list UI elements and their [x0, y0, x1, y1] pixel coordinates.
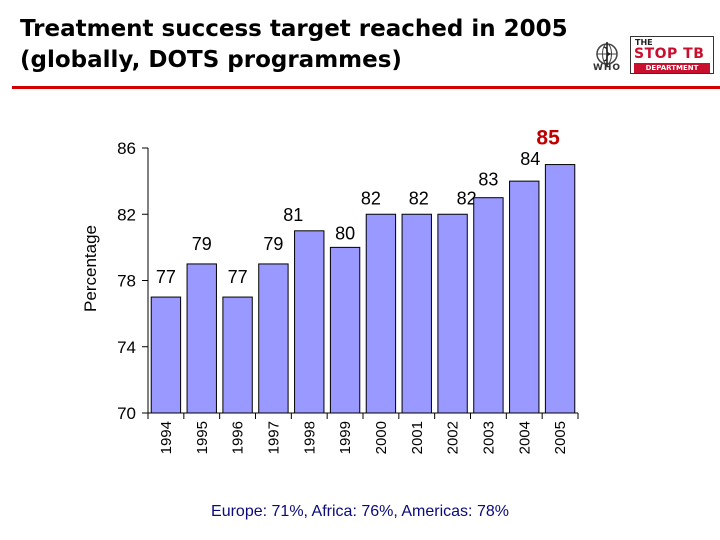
bar-2003 [473, 197, 504, 414]
slide-title: Treatment success target reached in 2005… [20, 14, 580, 76]
data-label-1994: 77 [156, 267, 176, 287]
data-label-2002: 82 [457, 188, 477, 208]
bar-1996 [222, 296, 253, 414]
data-label-2000: 82 [361, 188, 381, 208]
x-tick-label-2005: 2005 [552, 421, 569, 454]
bar-2005 [544, 164, 576, 414]
bar-2000 [365, 213, 397, 414]
bar-1997 [258, 263, 289, 414]
x-tick-label-1996: 1996 [230, 421, 247, 454]
x-tick-label-2001: 2001 [409, 421, 426, 454]
y-axis-title: Percentage [81, 225, 100, 312]
regional-footnote: Europe: 71%, Africa: 76%, Americas: 78% [211, 503, 509, 520]
title-line-1: Treatment success target reached in 2005 [20, 16, 568, 42]
data-label-1999: 80 [335, 223, 355, 243]
bar-1994 [150, 296, 182, 414]
bar-2001 [401, 213, 432, 414]
bar-1995 [186, 263, 217, 414]
x-tick-label-2000: 2000 [373, 421, 390, 454]
who-emblem-icon [596, 42, 618, 67]
logo-block: WHO THE STOP TB DEPARTMENT [590, 34, 715, 76]
y-tick-label: 82 [117, 205, 136, 224]
stoptb-logo-the: THE [635, 38, 653, 47]
data-label-2003: 83 [478, 170, 498, 190]
y-tick-label: 86 [117, 139, 136, 158]
x-tick-label-1994: 1994 [158, 421, 175, 454]
x-tick-label-2004: 2004 [516, 421, 533, 454]
x-tick-label-1995: 1995 [194, 421, 211, 454]
x-tick-label-1997: 1997 [265, 421, 282, 454]
data-label-1998: 81 [283, 205, 303, 225]
bar-1999 [329, 246, 361, 414]
stoptb-logo-department: DEPARTMENT [634, 63, 710, 73]
who-logo-text: WHO [592, 63, 622, 73]
title-rule [12, 86, 720, 89]
x-tick-label-1999: 1999 [337, 421, 354, 454]
data-label-1995: 79 [192, 234, 212, 254]
bar-2002 [437, 213, 468, 414]
stoptb-logo-main: STOP TB [634, 46, 705, 62]
y-tick-label: 74 [117, 338, 136, 357]
y-tick-label: 78 [117, 272, 136, 291]
bar-1998 [294, 230, 325, 414]
x-tick-label-1998: 1998 [301, 421, 318, 454]
data-label-2005: 85 [536, 127, 560, 150]
data-label-2004: 84 [520, 149, 540, 169]
data-label-1997: 79 [263, 234, 283, 254]
x-tick-label-2003: 2003 [480, 421, 497, 454]
bar-2004 [509, 180, 540, 414]
title-line-2: (globally, DOTS programmes) [20, 47, 402, 73]
x-tick-label-2002: 2002 [445, 421, 462, 454]
data-label-2001: 82 [409, 188, 429, 208]
data-label-1996: 77 [228, 267, 248, 287]
stoptb-logo: THE STOP TB DEPARTMENT [630, 36, 714, 74]
y-tick-label: 70 [117, 404, 136, 423]
